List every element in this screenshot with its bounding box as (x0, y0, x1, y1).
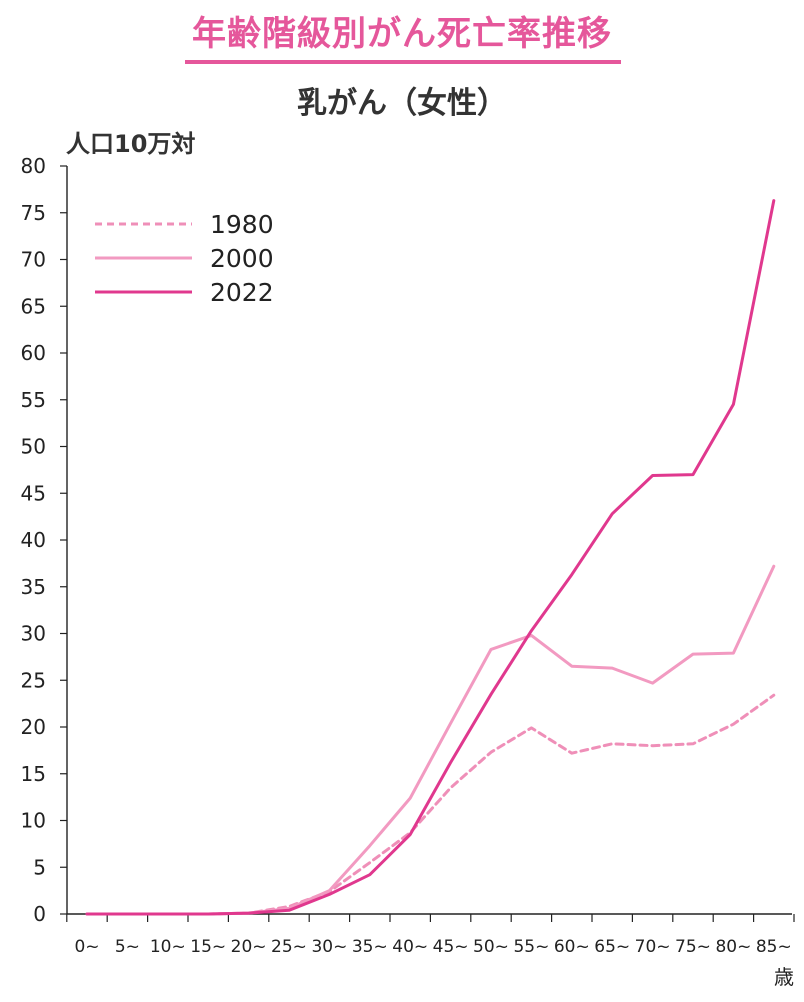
y-tick-label: 55 (21, 388, 46, 412)
y-tick-label: 40 (21, 528, 46, 552)
series-line-2000 (85, 564, 776, 916)
legend-label-2022: 2022 (210, 278, 274, 307)
y-tick-label: 25 (21, 668, 46, 692)
y-tick-label: 70 (21, 248, 46, 272)
x-tick-label: 45~ (433, 937, 469, 957)
series-lines (85, 199, 776, 916)
x-tick-label: 55~ (513, 937, 549, 957)
chart-title: 年齢階級別がん死亡率推移 (192, 14, 612, 54)
x-tick-label: 0~ (74, 937, 99, 957)
x-tick-label: 80~ (715, 937, 751, 957)
y-tick-label: 65 (21, 294, 46, 318)
y-tick-label: 15 (21, 762, 46, 786)
y-axis-label: 人口10万対 (66, 130, 196, 158)
series-line-2022 (85, 199, 776, 916)
y-tick-label: 75 (21, 201, 46, 225)
x-tick-label: 10~ (150, 937, 186, 957)
x-tick-label: 35~ (352, 937, 388, 957)
x-axis-label: 歳 (774, 965, 794, 989)
x-tick-label: 30~ (311, 937, 347, 957)
legend: 1980 2000 2022 (95, 210, 274, 307)
y-tick-label: 30 (21, 622, 46, 646)
legend-label-2000: 2000 (210, 244, 274, 273)
y-tick-label: 50 (21, 435, 46, 459)
x-tick-label: 40~ (392, 937, 428, 957)
title-underline (185, 60, 621, 64)
x-tick-label: 75~ (675, 937, 711, 957)
y-tick-label: 20 (21, 715, 46, 739)
y-tick-label: 60 (21, 341, 46, 365)
chart-subtitle: 乳がん（女性） (297, 86, 507, 121)
y-tick-label: 80 (21, 154, 46, 178)
y-tick-label: 45 (21, 481, 46, 505)
x-tick-label: 50~ (473, 937, 509, 957)
x-tick-label: 5~ (115, 937, 140, 957)
x-tick-label: 20~ (231, 937, 267, 957)
x-tick-label: 60~ (554, 937, 590, 957)
x-tick-label: 65~ (594, 937, 630, 957)
y-tick-label: 35 (21, 575, 46, 599)
y-tick-label: 5 (33, 855, 46, 879)
series-line-1980 (85, 693, 776, 916)
x-tick-label: 15~ (190, 937, 226, 957)
x-tick-label: 25~ (271, 937, 307, 957)
y-tick-label: 0 (33, 902, 46, 926)
x-tick-label: 70~ (635, 937, 671, 957)
x-tick-label: 85~ (756, 937, 792, 957)
legend-label-1980: 1980 (210, 210, 274, 239)
y-tick-label: 10 (21, 809, 46, 833)
